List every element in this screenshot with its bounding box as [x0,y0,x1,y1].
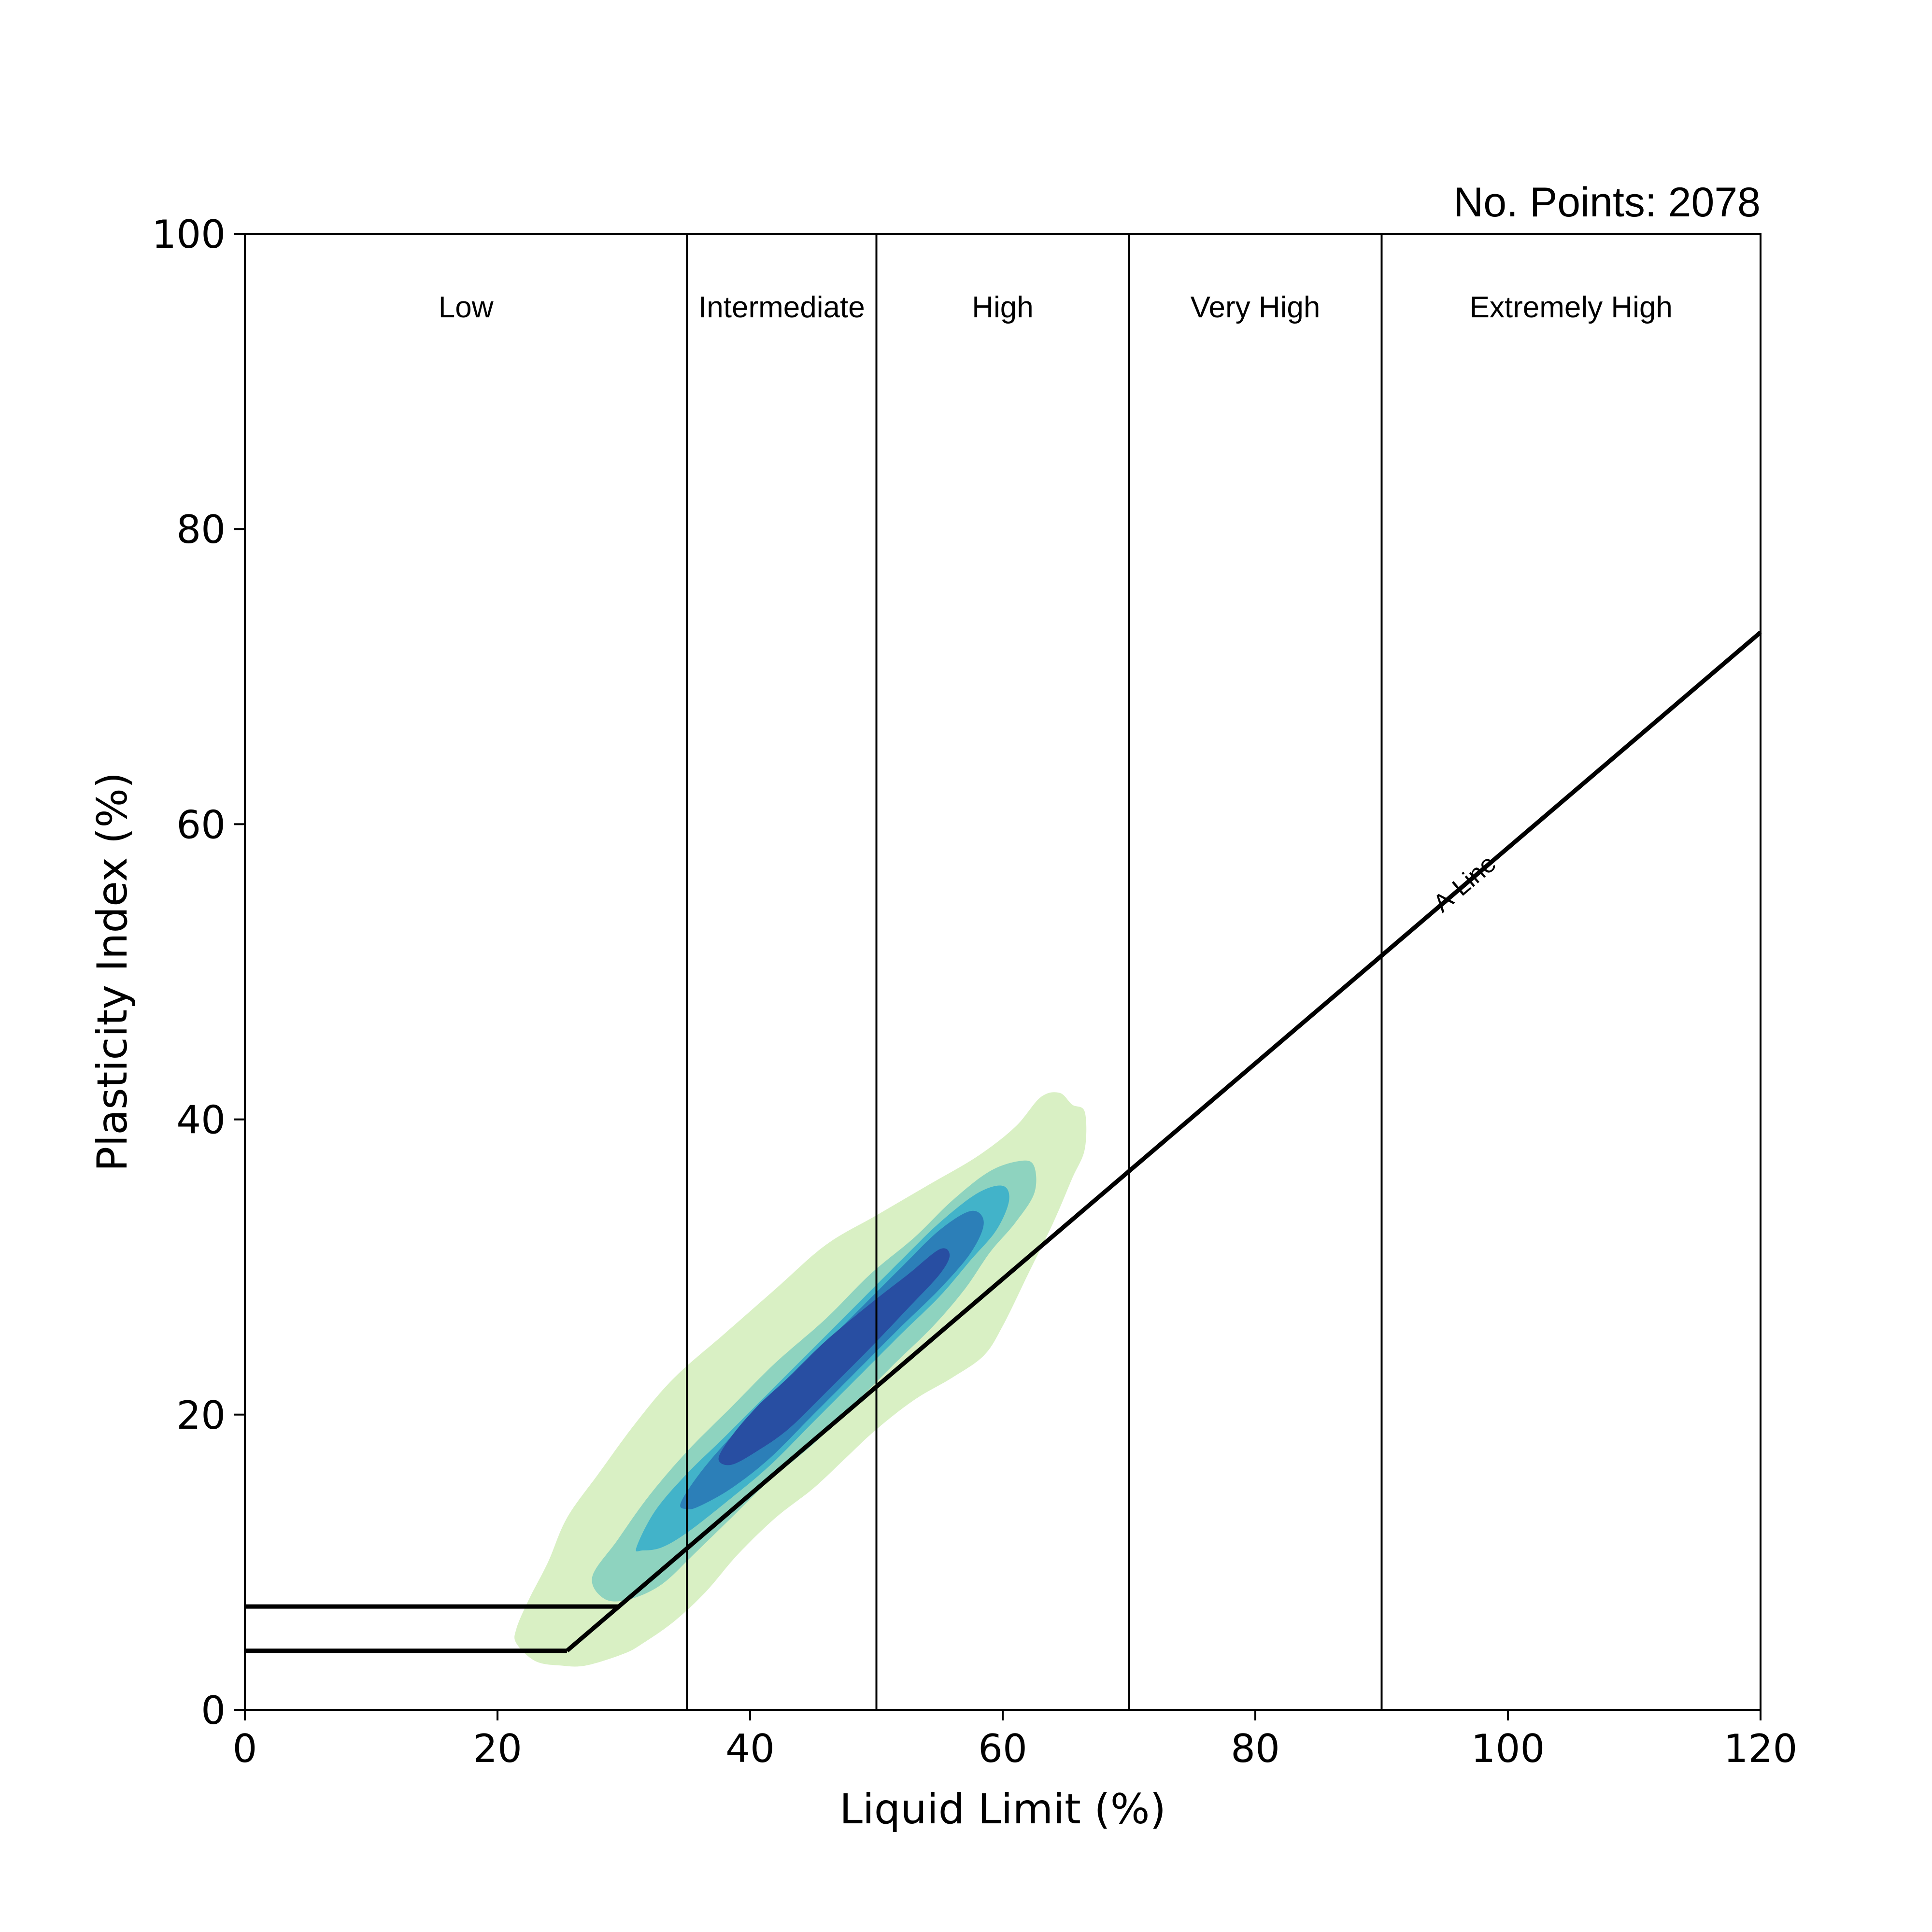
y-tick-label: 80 [176,507,226,552]
x-tick-label: 20 [473,1726,522,1771]
y-axis-label: Plasticity Index (%) [88,772,137,1172]
region-label: Low [439,291,494,324]
y-tick-label: 20 [176,1393,226,1438]
region-label: Intermediate [698,291,865,324]
density-contours [514,1092,1087,1667]
x-axis-label: Liquid Limit (%) [839,1785,1166,1833]
region-label: High [972,291,1034,324]
a-line [565,630,1762,1653]
point-count-label: No. Points: 2078 [1453,179,1761,226]
region-label: Extremely High [1470,291,1673,324]
x-tick-label: 120 [1724,1726,1798,1771]
y-tick-label: 60 [176,802,226,847]
x-tick-label: 60 [978,1726,1027,1771]
y-tick-label: 40 [176,1098,226,1143]
x-tick-label: 100 [1471,1726,1545,1771]
region-label: Very High [1191,291,1321,324]
x-tick-label: 0 [233,1726,257,1771]
x-tick-label: 40 [725,1726,775,1771]
axis-ticks: 0 20 40 60 80 100 120 0 20 40 60 80 100 [152,212,1797,1771]
y-tick-label: 100 [152,212,226,257]
x-tick-label: 80 [1231,1726,1280,1771]
y-tick-label: 0 [201,1688,226,1733]
reference-lines [245,234,1762,1710]
region-labels: Low Intermediate High Very High Extremely Hi… [439,291,1673,324]
density-level-5 [718,1248,950,1465]
